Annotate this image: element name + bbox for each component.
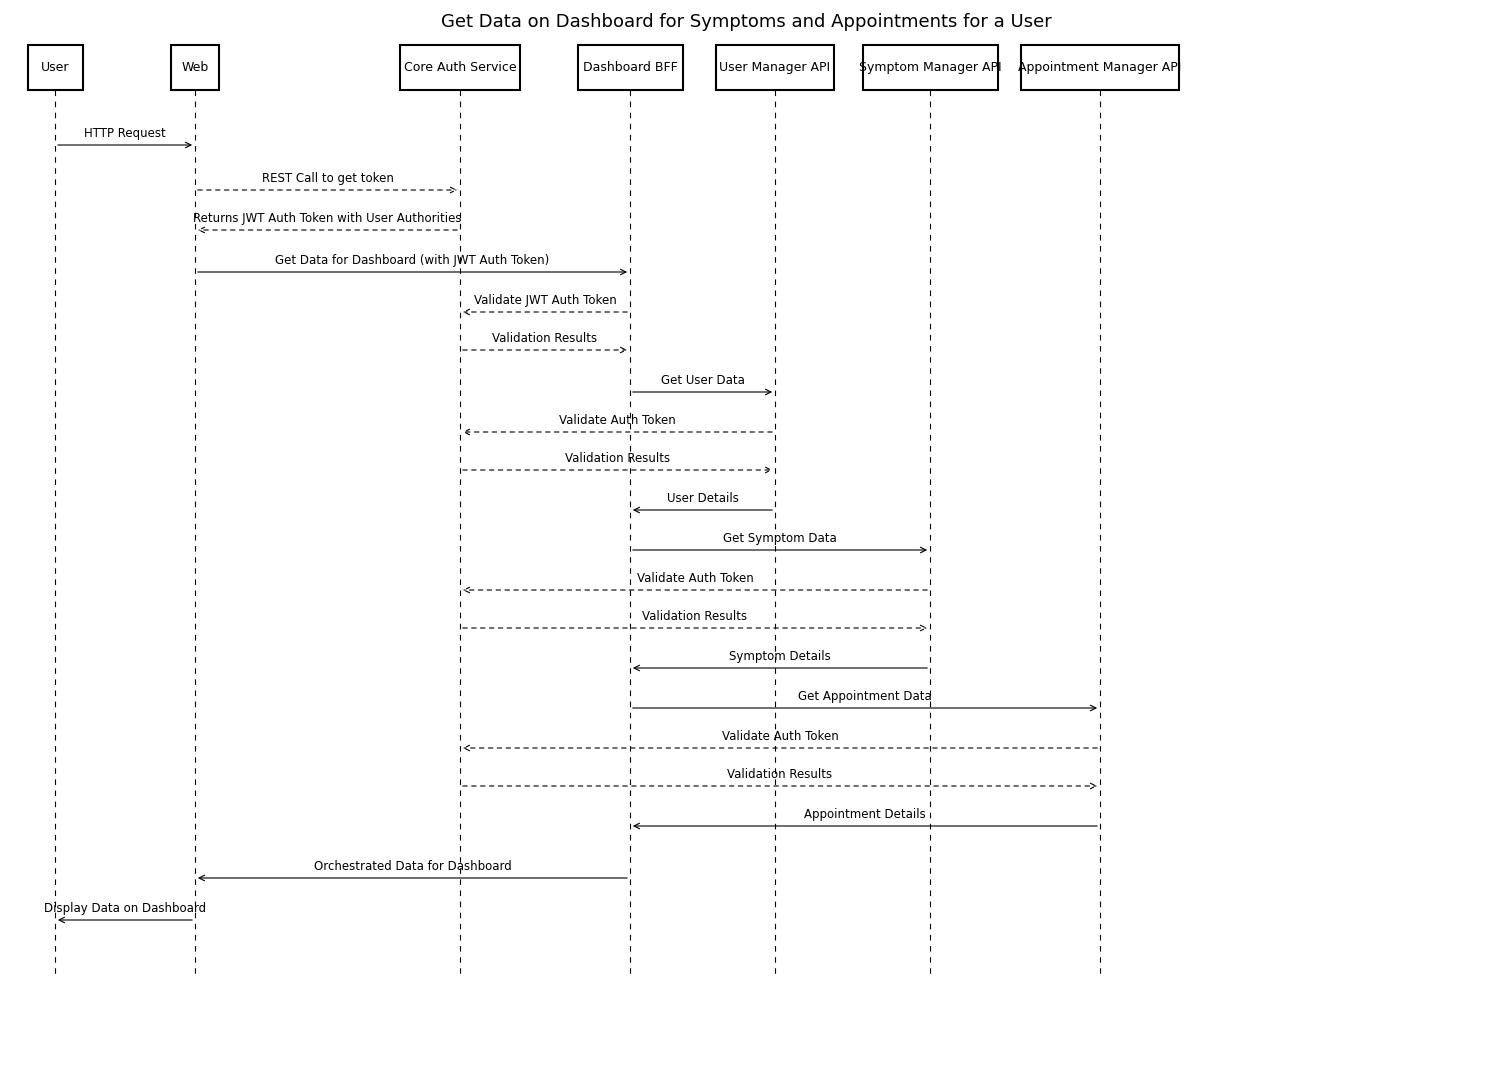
Bar [717, 45, 835, 90]
Bar [863, 45, 997, 90]
Bar [578, 45, 682, 90]
Text: Orchestrated Data for Dashboard: Orchestrated Data for Dashboard [314, 860, 512, 873]
Text: HTTP Request: HTTP Request [84, 127, 166, 140]
Text: Validate Auth Token: Validate Auth Token [558, 414, 676, 427]
Bar [27, 45, 82, 90]
Text: Validate Auth Token: Validate Auth Token [636, 572, 754, 585]
Text: Validation Results: Validation Results [564, 452, 670, 465]
Text: Symptom Details: Symptom Details [729, 650, 832, 663]
Bar [400, 45, 520, 90]
Text: Validation Results: Validation Results [493, 332, 597, 345]
Text: Get User Data: Get User Data [660, 374, 745, 387]
Text: REST Call to get token: REST Call to get token [261, 172, 394, 185]
Text: Get Data for Dashboard (with JWT Auth Token): Get Data for Dashboard (with JWT Auth To… [275, 254, 549, 267]
Text: Web: Web [181, 61, 209, 74]
Text: User Manager API: User Manager API [720, 61, 830, 74]
Text: Symptom Manager API: Symptom Manager API [858, 61, 1002, 74]
Text: Returns JWT Auth Token with User Authorities: Returns JWT Auth Token with User Authori… [193, 212, 461, 225]
Text: Display Data on Dashboard: Display Data on Dashboard [43, 902, 206, 915]
Text: Validate Auth Token: Validate Auth Token [721, 730, 839, 743]
Bar [172, 45, 219, 90]
Text: Get Appointment Data: Get Appointment Data [799, 690, 932, 703]
Text: Dashboard BFF: Dashboard BFF [582, 61, 678, 74]
Text: Get Data on Dashboard for Symptoms and Appointments for a User: Get Data on Dashboard for Symptoms and A… [440, 13, 1053, 31]
Bar [1021, 45, 1179, 90]
Text: Appointment Manager API: Appointment Manager API [1018, 61, 1181, 74]
Text: Get Symptom Data: Get Symptom Data [723, 532, 838, 545]
Text: Validation Results: Validation Results [642, 610, 748, 624]
Text: User: User [40, 61, 69, 74]
Text: Core Auth Service: Core Auth Service [403, 61, 517, 74]
Text: Validation Results: Validation Results [727, 768, 833, 782]
Text: Validate JWT Auth Token: Validate JWT Auth Token [473, 293, 617, 307]
Text: Appointment Details: Appointment Details [805, 808, 926, 821]
Text: User Details: User Details [666, 492, 739, 505]
